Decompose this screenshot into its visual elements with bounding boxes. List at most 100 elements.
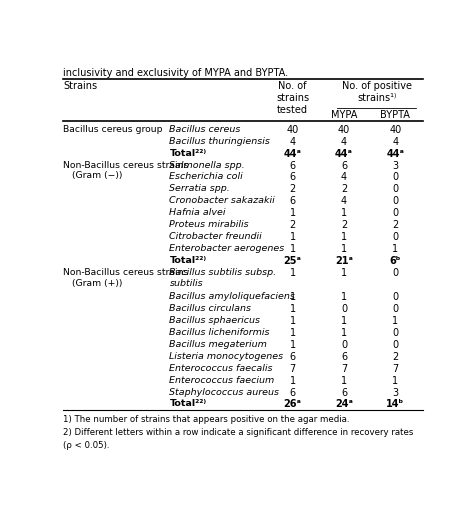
Text: 1: 1 [341, 244, 347, 254]
Text: Non-Bacillus cereus strains: Non-Bacillus cereus strains [63, 160, 188, 169]
Text: 7: 7 [341, 363, 347, 373]
Text: 2: 2 [341, 185, 347, 195]
Text: 1: 1 [341, 328, 347, 338]
Text: 1) The number of strains that appears positive on the agar media.: 1) The number of strains that appears po… [63, 415, 349, 424]
Text: 3: 3 [392, 388, 399, 398]
Text: 1: 1 [290, 304, 296, 314]
Text: 2: 2 [290, 185, 296, 195]
Text: Cronobacter sakazakii: Cronobacter sakazakii [169, 196, 275, 205]
Text: 0: 0 [392, 232, 399, 242]
Text: 21ᵃ: 21ᵃ [335, 256, 353, 266]
Text: 40: 40 [286, 125, 299, 135]
Text: 2) Different letters within a row indicate a significant difference in recovery : 2) Different letters within a row indica… [63, 428, 413, 437]
Text: 1: 1 [392, 244, 399, 254]
Text: 6: 6 [290, 388, 296, 398]
Text: Staphylococcus aureus: Staphylococcus aureus [169, 388, 280, 397]
Text: Bacillus cereus: Bacillus cereus [169, 125, 241, 134]
Text: 26ᵃ: 26ᵃ [283, 399, 301, 409]
Text: 24ᵃ: 24ᵃ [335, 399, 353, 409]
Text: Bacillus thuringiensis: Bacillus thuringiensis [169, 137, 270, 146]
Text: 4: 4 [392, 137, 399, 147]
Text: 44ᵃ: 44ᵃ [386, 148, 404, 158]
Text: 1: 1 [341, 292, 347, 302]
Text: BYPTA: BYPTA [381, 110, 410, 120]
Text: inclusivity and exclusivity of MYPA and BYPTA.: inclusivity and exclusivity of MYPA and … [63, 68, 288, 78]
Text: Salmonella spp.: Salmonella spp. [169, 160, 245, 169]
Text: Hafnia alvei: Hafnia alvei [169, 208, 226, 217]
Text: Listeria monocytogenes: Listeria monocytogenes [169, 352, 283, 361]
Text: Non-Bacillus cereus strains: Non-Bacillus cereus strains [63, 268, 188, 277]
Text: 1: 1 [290, 292, 296, 302]
Text: 0: 0 [392, 173, 399, 183]
Text: 25ᵃ: 25ᵃ [283, 256, 301, 266]
Text: 1: 1 [290, 340, 296, 350]
Text: 6: 6 [290, 352, 296, 362]
Text: 0: 0 [392, 340, 399, 350]
Text: 1: 1 [290, 208, 296, 218]
Text: Total²²⁾: Total²²⁾ [169, 399, 207, 409]
Text: Strains: Strains [63, 80, 97, 90]
Text: 1: 1 [392, 376, 399, 386]
Text: Bacillus subtilis subsp.: Bacillus subtilis subsp. [169, 268, 277, 277]
Text: 2: 2 [392, 220, 399, 230]
Text: 0: 0 [392, 196, 399, 206]
Text: 1: 1 [341, 268, 347, 278]
Text: 0: 0 [392, 292, 399, 302]
Text: 6: 6 [290, 196, 296, 206]
Text: 6: 6 [290, 173, 296, 183]
Text: (Gram (+)): (Gram (+)) [72, 279, 122, 288]
Text: 44ᵃ: 44ᵃ [283, 148, 301, 158]
Text: Bacillus amyloliquefaciens: Bacillus amyloliquefaciens [169, 292, 295, 301]
Text: No. of positive
strains¹⁾: No. of positive strains¹⁾ [342, 80, 412, 103]
Text: 4: 4 [341, 196, 347, 206]
Text: Serratia spp.: Serratia spp. [169, 185, 230, 194]
Text: Enterococcus faecalis: Enterococcus faecalis [169, 363, 273, 372]
Text: Proteus mirabilis: Proteus mirabilis [169, 220, 249, 229]
Text: 1: 1 [290, 316, 296, 326]
Text: 6: 6 [341, 160, 347, 170]
Text: Escherichia coli: Escherichia coli [169, 173, 243, 181]
Text: 1: 1 [392, 316, 399, 326]
Text: 1: 1 [290, 328, 296, 338]
Text: 2: 2 [392, 352, 399, 362]
Text: 1: 1 [290, 376, 296, 386]
Text: 14ᵇ: 14ᵇ [386, 399, 404, 409]
Text: 7: 7 [392, 363, 399, 373]
Text: 0: 0 [341, 304, 347, 314]
Text: 0: 0 [392, 208, 399, 218]
Text: 4: 4 [341, 173, 347, 183]
Text: 7: 7 [290, 363, 296, 373]
Text: Bacillus sphaericus: Bacillus sphaericus [169, 316, 260, 325]
Text: Enterobacter aerogenes: Enterobacter aerogenes [169, 244, 285, 253]
Text: 40: 40 [389, 125, 401, 135]
Text: 44ᵃ: 44ᵃ [335, 148, 353, 158]
Text: 4: 4 [290, 137, 296, 147]
Text: 2: 2 [290, 220, 296, 230]
Text: 0: 0 [392, 185, 399, 195]
Text: 1: 1 [341, 232, 347, 242]
Text: Citrobacter freundii: Citrobacter freundii [169, 232, 262, 241]
Text: (Gram (−)): (Gram (−)) [72, 171, 122, 180]
Text: 4: 4 [341, 137, 347, 147]
Text: 1: 1 [341, 208, 347, 218]
Text: Total²²⁾: Total²²⁾ [169, 148, 207, 158]
Text: Bacillus megaterium: Bacillus megaterium [169, 340, 267, 349]
Text: 6ᵇ: 6ᵇ [390, 256, 401, 266]
Text: Total²²⁾: Total²²⁾ [169, 256, 207, 265]
Text: 1: 1 [290, 244, 296, 254]
Text: 0: 0 [341, 340, 347, 350]
Text: 0: 0 [392, 328, 399, 338]
Text: 0: 0 [392, 304, 399, 314]
Text: subtilis: subtilis [169, 279, 203, 288]
Text: 3: 3 [392, 160, 399, 170]
Text: 6: 6 [290, 160, 296, 170]
Text: (ρ < 0.05).: (ρ < 0.05). [63, 441, 109, 450]
Text: MYPA: MYPA [331, 110, 357, 120]
Text: Bacillus cereus group: Bacillus cereus group [63, 125, 163, 134]
Text: 40: 40 [338, 125, 350, 135]
Text: 1: 1 [341, 316, 347, 326]
Text: 6: 6 [341, 352, 347, 362]
Text: 1: 1 [290, 268, 296, 278]
Text: 2: 2 [341, 220, 347, 230]
Text: 0: 0 [392, 268, 399, 278]
